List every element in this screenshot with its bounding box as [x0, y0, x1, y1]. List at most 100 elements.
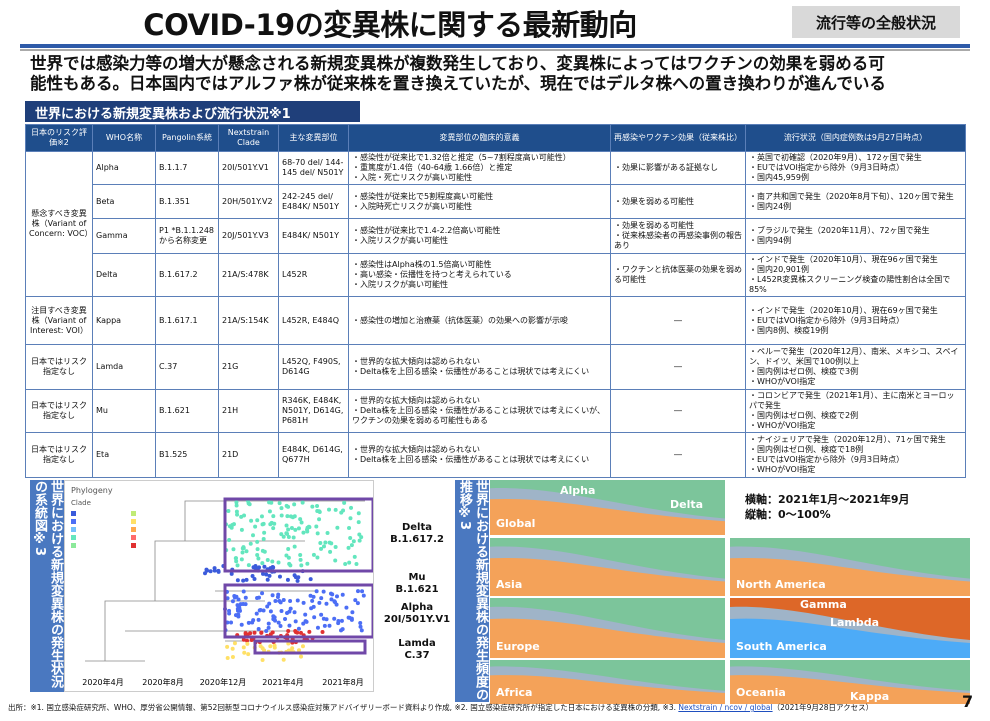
tree-tip: [349, 617, 354, 622]
clade-cell: 21G: [218, 344, 279, 390]
tree-tip: [290, 515, 295, 520]
tree-tip: [315, 555, 320, 560]
tree-tip: [278, 623, 283, 628]
frequency-chart: Global Alpha Delta: [490, 480, 725, 535]
cell-line: ・国内例はゼロ例、検疫で18例: [749, 445, 864, 454]
tree-tip: [264, 628, 269, 633]
date-label: 2020年4月: [82, 677, 123, 687]
clade-cell: 20J/501Y.V3: [218, 218, 279, 254]
tree-tip: [356, 520, 361, 525]
clade-cell: 21A/S:478K: [218, 253, 279, 297]
axis-note: 横軸：2021年1月～2021年9月 縦軸：0～100%: [745, 492, 910, 522]
legend-swatch: [131, 519, 136, 524]
tree-tip: [306, 524, 311, 529]
rule: [20, 44, 970, 48]
tree-tip: [287, 623, 292, 628]
tree-tip: [279, 506, 284, 511]
who-cell: Eta: [92, 432, 156, 478]
tree-tip: [317, 509, 322, 514]
tree-tip: [344, 605, 349, 610]
cell-line: ・効果を弱める可能性: [614, 221, 694, 230]
variant-label: Alpha 20I/501Y.V1: [372, 602, 462, 626]
risk-cell: 注目すべき変異株（Variant of Interest: VOI）: [25, 296, 93, 345]
tree-tip: [266, 625, 271, 630]
footer-link[interactable]: Nextstrain / ncov / global: [678, 703, 773, 712]
vac-cell: ―: [610, 389, 746, 433]
tree-tip: [351, 539, 356, 544]
mut-cell: L452Q, F490S, D614G: [278, 344, 349, 390]
footer-text: （2021年9月28日アクセス）: [772, 703, 874, 712]
tree-tip: [324, 601, 329, 606]
tree-branches: [85, 500, 365, 662]
mut-cell: L452R, E484Q: [278, 296, 349, 345]
highlight-box: [253, 639, 367, 655]
tree-tip: [260, 548, 265, 553]
who-cell: Delta: [92, 253, 156, 297]
tree-tip: [254, 611, 259, 616]
tree-tip: [246, 652, 251, 657]
tree-tip: [350, 610, 355, 615]
header-cell: 日本のリスク評価※2: [25, 124, 93, 152]
tree-tip: [241, 545, 246, 550]
axis-note-line: 横軸：2021年1月～2021年9月: [745, 493, 910, 506]
status-cell: ・インドで発生（2020年10月）、現在96ヶ国で発生 ・国内20,901例 ・L4…: [745, 253, 966, 297]
tree-tip: [216, 568, 221, 573]
legend-swatch: [71, 511, 76, 516]
mut-cell: R346K, E484K, N501Y, D614G, P681H: [278, 389, 349, 433]
clade-cell: 21D: [218, 432, 279, 478]
tree-tip: [249, 638, 254, 643]
who-cell: Alpha: [92, 151, 156, 185]
side-label: 世界における新規変異株の発生頻度の推移※3: [455, 480, 489, 702]
legend-swatch: [71, 535, 76, 540]
cell-line: ・国内20,901例: [749, 265, 809, 274]
header-cell: Nextstrain Clade: [218, 124, 279, 152]
tree-tip: [261, 521, 266, 526]
vac-cell: ―: [610, 296, 746, 345]
cell-line: ・L452R変異株スクリーニング検査の陽性割合は全国で85%: [749, 275, 951, 294]
tree-tip: [260, 657, 265, 662]
clade-cell: 20I/501Y.V1: [218, 151, 279, 185]
cell-line: ・感染性の増加と治療薬（抗体医薬）の効果への影響が示唆: [352, 315, 568, 325]
tree-tip: [225, 644, 230, 649]
cell-line: ―: [674, 406, 682, 415]
cell-line: ・入院リスクが高い可能性: [352, 280, 448, 289]
tree-tip: [284, 503, 289, 508]
tree-tip: [314, 524, 319, 529]
who-cell: Kappa: [92, 296, 156, 345]
tree-tip: [348, 516, 353, 521]
page-number: 7: [962, 692, 974, 711]
variant-label-line: C.37: [404, 650, 430, 661]
variant-label-line: Mu: [408, 572, 426, 583]
tree-tip: [269, 500, 274, 505]
tree-tip: [318, 541, 323, 546]
variant-label: Lamda C.37: [372, 638, 462, 662]
tree-tip: [284, 523, 289, 528]
table-row: 日本ではリスク指定なし Mu B.1.621 21H R346K, E484K, N50…: [25, 389, 966, 433]
cell-line: ・EUではVOI指定から除外（9月3日時点）: [749, 163, 905, 172]
tree-tip: [348, 535, 353, 540]
clade-cell: 20H/501Y.V2: [218, 184, 279, 219]
mut-cell: L452R: [278, 253, 349, 297]
pango-cell: B.1.351: [155, 184, 219, 219]
sig-cell: ・感染性はAlpha株の1.5倍高い可能性 ・高い感染・伝播性を持つと考えられてい…: [348, 253, 611, 297]
tree-tip: [260, 561, 265, 566]
phylogeny-title: Phylogeny: [71, 486, 113, 495]
tree-tip: [349, 543, 354, 548]
tree-tip: [245, 638, 250, 643]
legend-swatch: [131, 543, 136, 548]
tree-tip: [229, 620, 234, 625]
region-label: Africa: [496, 686, 532, 699]
cell-line: ・効果に影響がある証拠なし: [614, 163, 718, 172]
tree-tip: [204, 567, 209, 572]
status-cell: ・コロンビアで発生（2021年1月）、主に南米とヨーロッパで発生 ・国内例はゼロ例…: [745, 389, 966, 433]
tree-tip: [339, 618, 344, 623]
tree-tip: [273, 599, 278, 604]
tree-tip: [256, 556, 261, 561]
tree-tip: [265, 557, 270, 562]
tree-tip: [292, 502, 297, 507]
who-cell: Mu: [92, 389, 156, 433]
area-band: [730, 557, 970, 596]
region-label: Oceania: [736, 686, 786, 699]
legend-swatch: [71, 543, 76, 548]
cell-line: ・ナイジェリアで発生（2020年12月）、71ヶ国で発生: [749, 435, 946, 444]
